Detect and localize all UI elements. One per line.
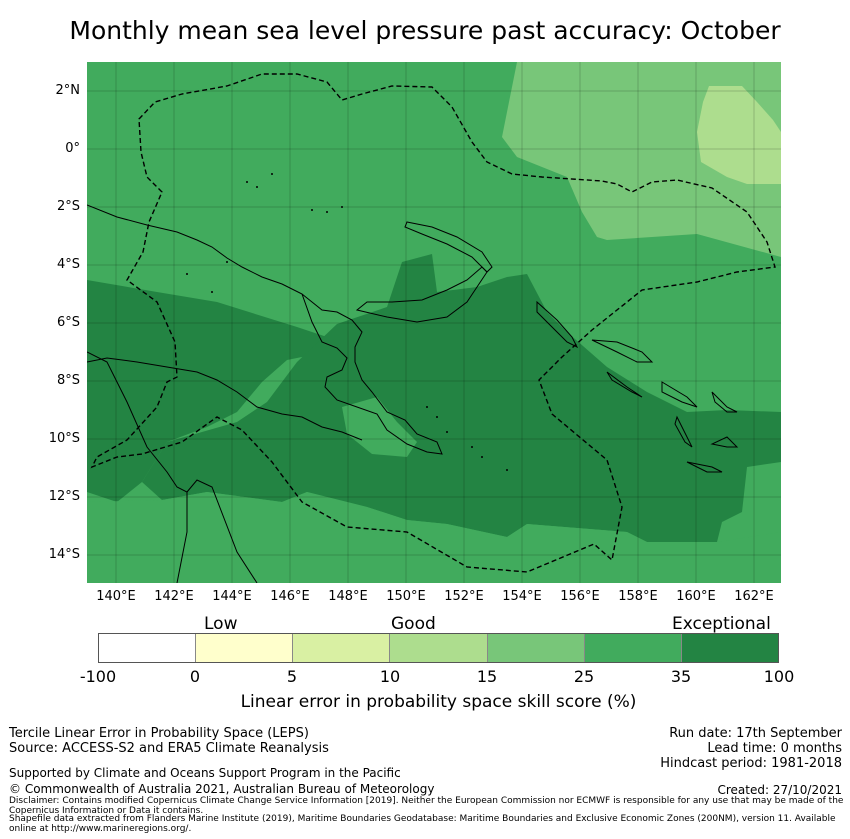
small-islands <box>186 173 508 471</box>
footer-lead-time: Lead time: 0 months <box>707 741 842 756</box>
south-new-guinea-coastline <box>87 357 363 441</box>
skill-map-svg <box>87 62 781 583</box>
footer-source: Source: ACCESS-S2 and ERA5 Climate Reana… <box>9 741 329 756</box>
colorbar-tick: 25 <box>573 667 595 686</box>
eez-boundary <box>90 73 776 573</box>
colorbar-segment <box>390 634 488 662</box>
lat-tick: 0° <box>65 141 80 156</box>
colorbar-segment <box>196 634 294 662</box>
footer-support: Supported by Climate and Oceans Support … <box>9 766 401 780</box>
chart-title: Monthly mean sea level pressure past acc… <box>69 16 781 45</box>
skill-region-25-35-pocket <box>342 397 417 457</box>
colorbar-segment <box>99 634 197 662</box>
lon-tick: 150°E <box>386 589 426 604</box>
lon-tick: 154°E <box>502 589 542 604</box>
lon-tick: 162°E <box>734 589 774 604</box>
lat-tick: 12°S <box>48 489 80 504</box>
colorbar-segment <box>293 634 391 662</box>
colorbar-category-low: Low <box>204 614 238 634</box>
colorbar-category-good: Good <box>391 614 436 634</box>
lat-tick: 14°S <box>48 547 80 562</box>
new-guinea-coastline <box>87 204 443 455</box>
lon-tick: 142°E <box>154 589 194 604</box>
lat-tick: 8°S <box>56 373 80 388</box>
colorbar-tick: 35 <box>670 667 692 686</box>
lat-tick: 10°S <box>48 431 80 446</box>
grid-lines <box>87 62 781 583</box>
lat-tick: 2°S <box>56 199 80 214</box>
colorbar-tick: -100 <box>79 667 117 686</box>
lon-tick: 144°E <box>212 589 252 604</box>
colorbar <box>98 633 779 663</box>
lon-tick: 158°E <box>618 589 658 604</box>
footer-run-date: Run date: 17th September <box>669 726 842 741</box>
footer-shapefile: Shapefile data extracted from Flanders M… <box>9 814 836 834</box>
lon-tick: 152°E <box>444 589 484 604</box>
colorbar-segment <box>681 634 778 662</box>
colorbar-tick: 10 <box>379 667 401 686</box>
lon-tick: 146°E <box>270 589 310 604</box>
colorbar-tick: 15 <box>476 667 498 686</box>
lat-tick: 6°S <box>56 315 80 330</box>
lon-tick: 160°E <box>676 589 716 604</box>
solomon-islands-coastline <box>591 339 739 473</box>
australia-coastline <box>87 351 258 583</box>
bougainville-coastline <box>536 300 579 349</box>
new-ireland-coastline <box>404 221 493 273</box>
colorbar-category-exceptional: Exceptional <box>672 614 771 634</box>
lat-tick: 2°N <box>55 83 81 98</box>
skill-region-25-35-south <box>87 492 781 583</box>
skill-region-10-15 <box>697 86 781 184</box>
footer-disclaimer: Disclaimer: Contains modified Copernicus… <box>9 796 844 816</box>
colorbar-label: Linear error in probability space skill … <box>240 692 637 712</box>
colorbar-segment <box>584 634 682 662</box>
footer-method: Tercile Linear Error in Probability Spac… <box>9 726 309 741</box>
colorbar-segment <box>487 634 585 662</box>
footer-hindcast: Hindcast period: 1981-2018 <box>660 756 842 771</box>
colorbar-tick: 100 <box>763 667 795 686</box>
footer-created: Created: 27/10/2021 <box>717 783 842 797</box>
lat-tick: 4°S <box>56 257 80 272</box>
skill-region-35-100-central <box>142 254 781 542</box>
lon-tick: 156°E <box>560 589 600 604</box>
skill-map <box>87 62 781 583</box>
colorbar-tick: 0 <box>189 667 201 686</box>
colorbar-tick: 5 <box>286 667 298 686</box>
lon-tick: 140°E <box>96 589 136 604</box>
footer-copyright: © Commonwealth of Australia 2021, Austra… <box>9 782 435 796</box>
lon-tick: 148°E <box>328 589 368 604</box>
